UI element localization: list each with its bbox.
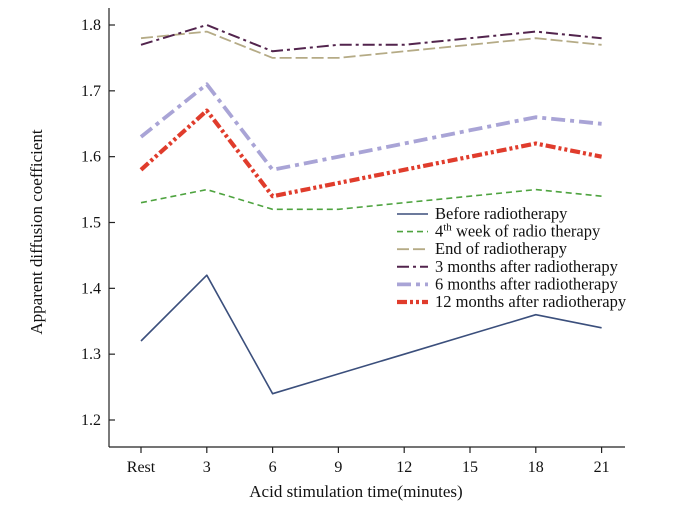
y-tick-label: 1.5: [81, 215, 101, 232]
legend-label-3: End of radiotherapy: [435, 239, 568, 258]
y-tick-label: 1.4: [81, 280, 101, 297]
x-tick-label: 6: [269, 459, 277, 476]
y-axis-label: Apparent diffusion coefficient: [27, 129, 46, 334]
x-tick-label: 9: [334, 459, 342, 476]
legend-label-1: Before radiotherapy: [435, 204, 568, 223]
x-tick-label: 3: [203, 459, 211, 476]
x-tick-label: 21: [594, 459, 610, 476]
y-tick-label: 1.2: [81, 412, 101, 429]
legend-label-2: 4th week of radio therapy: [435, 222, 601, 241]
legend-label-6: 12 months after radiotherapy: [435, 292, 627, 311]
x-axis-label: Acid stimulation time(minutes): [249, 482, 462, 501]
series-layer: [139, 24, 603, 395]
y-tick-label: 1.7: [81, 83, 101, 100]
y-tick-label: 1.8: [81, 17, 101, 34]
axes: 1.2 1.3 1.4 1.5 1.6 1.7 1.8 Rest 3 6 9 12 15 18 21: [81, 8, 625, 476]
x-tick-label: 15: [462, 459, 478, 476]
x-tick-label: 12: [396, 459, 412, 476]
series-line-2: [140, 188, 602, 211]
legend-label-4: 3 months after radiotherapy: [435, 257, 619, 276]
series-line-5: [139, 82, 602, 172]
y-tick-label: 1.3: [81, 346, 101, 363]
legend-label-number: 4: [435, 222, 443, 241]
series-line-1: [140, 274, 602, 395]
series-line-4: [140, 24, 602, 53]
legend-label-superscript: th: [443, 222, 452, 234]
y-tick-label: 1.6: [81, 149, 101, 166]
legend-label-text: week of radio therapy: [452, 222, 601, 241]
series-line-3: [140, 30, 602, 59]
series-line-6: [139, 108, 603, 199]
x-tick-label: Rest: [127, 459, 156, 476]
x-tick-label: 18: [528, 459, 544, 476]
legend-label-5: 6 months after radiotherapy: [435, 274, 619, 293]
